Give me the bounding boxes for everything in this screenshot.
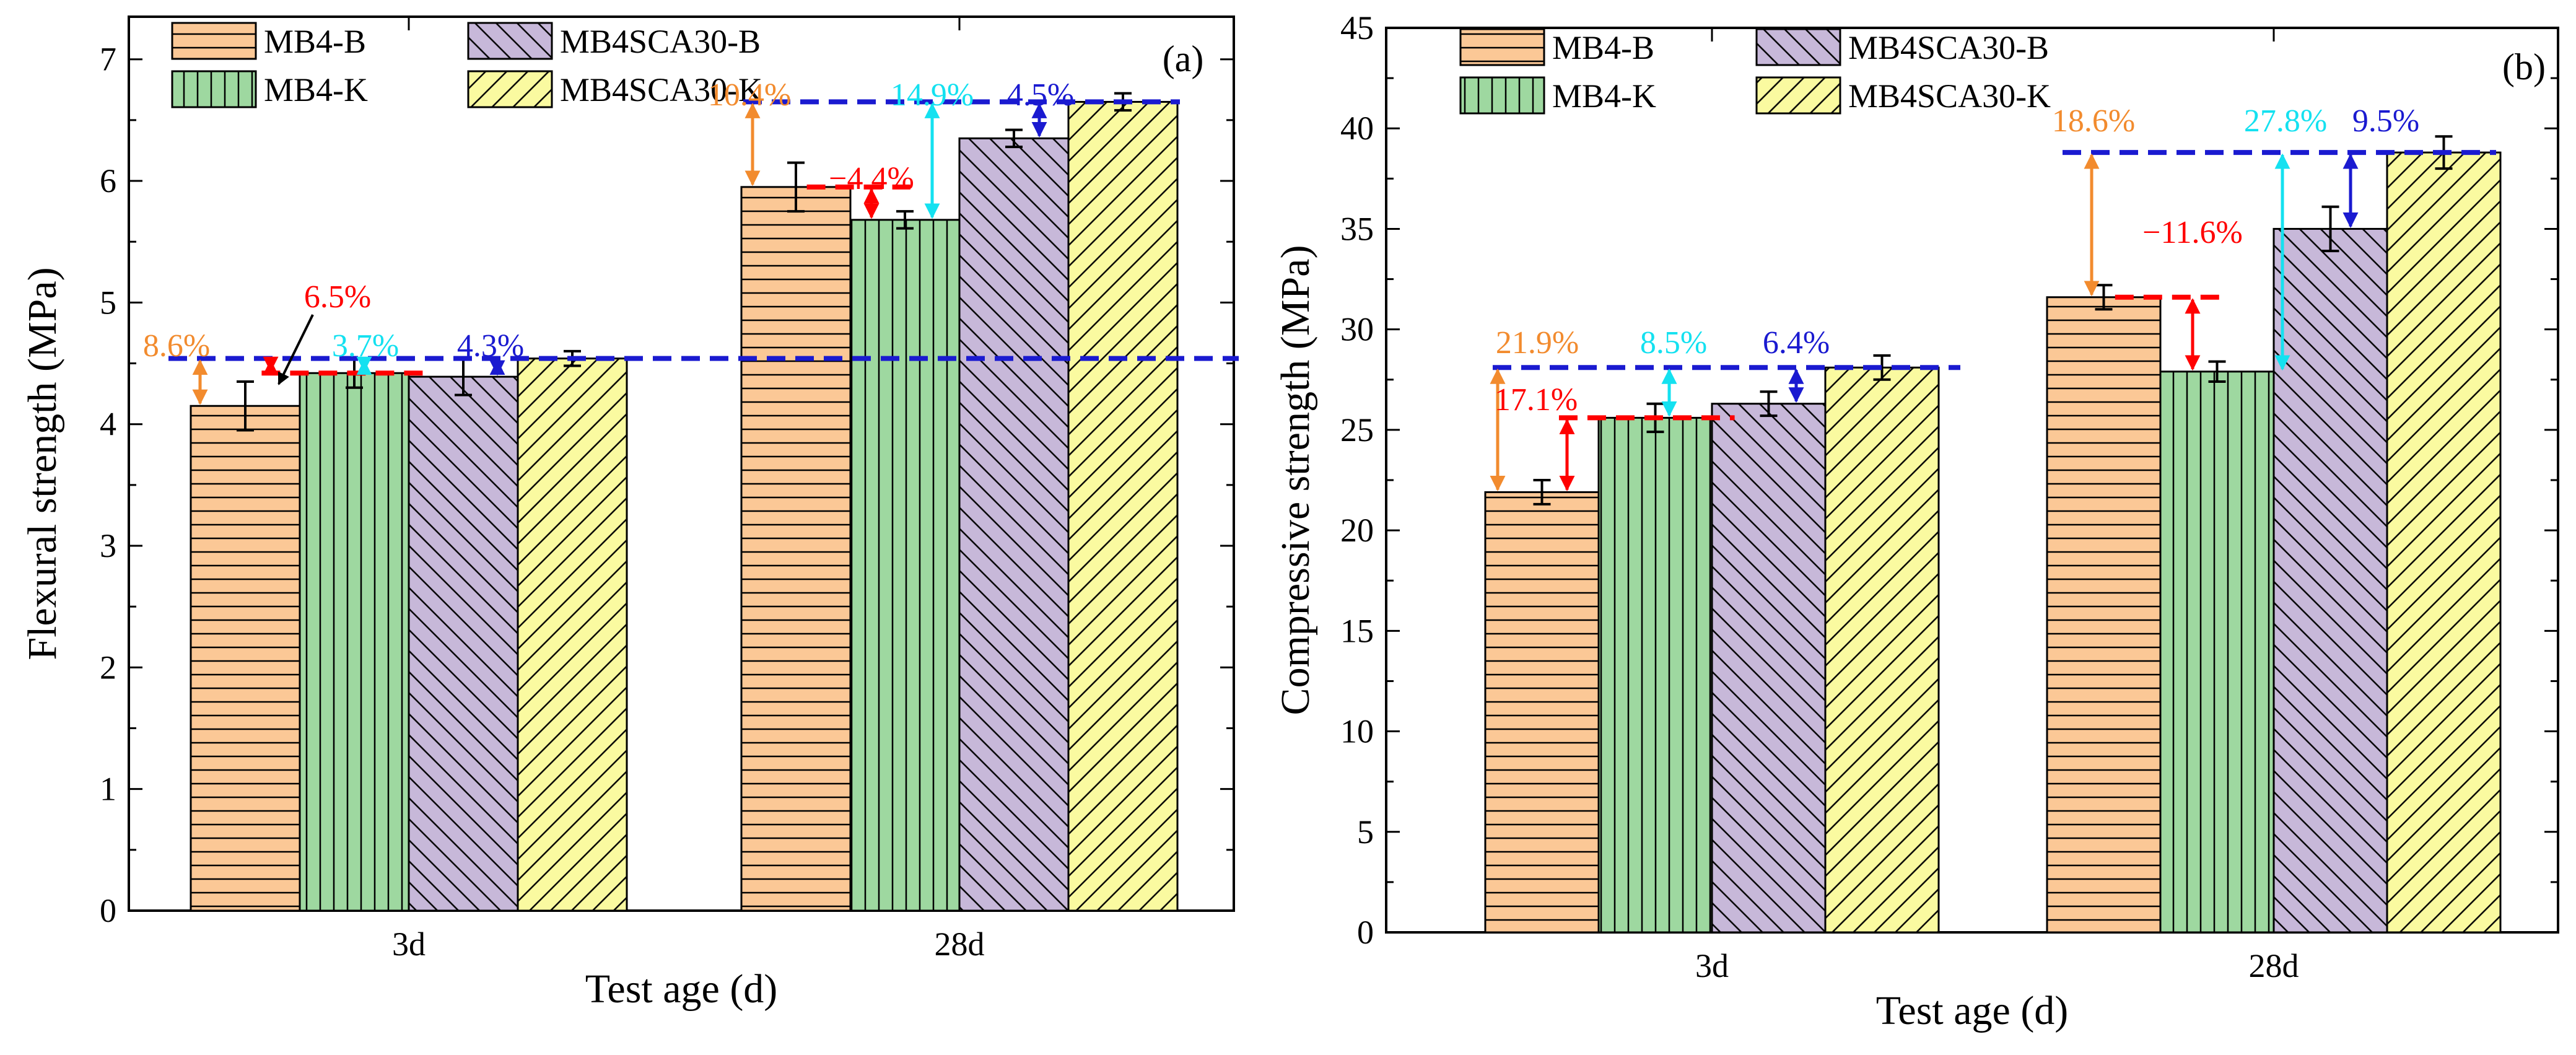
legend-swatch (467, 22, 553, 60)
legend-swatch (1755, 28, 1841, 66)
legend: MB4-B MB4SCA30-B MB4-K MB4SCA30-K (1459, 28, 2051, 115)
bar (849, 219, 961, 912)
change-label: 27.8% (2244, 103, 2327, 139)
y-tick-label: 25 (1340, 411, 1374, 449)
legend-label: MB4-B (1552, 29, 1654, 66)
change-label: 14.9% (891, 77, 974, 113)
leader-arrow (277, 314, 314, 385)
x-tick-label: 28d (2249, 947, 2299, 984)
y-tick-label: 3 (100, 527, 116, 564)
legend-label: MB4-K (1552, 77, 1656, 115)
bar (1067, 100, 1179, 912)
bar (1597, 416, 1713, 934)
legend-swatch (1755, 76, 1841, 115)
legend-label: MB4SCA30-K (560, 71, 762, 108)
y-tick-label: 1 (100, 771, 116, 808)
y-tick-label: 5 (100, 284, 116, 321)
bar (2159, 370, 2275, 934)
change-label: 10.4% (708, 77, 791, 113)
y-tick-label: 15 (1340, 612, 1374, 649)
change-label: −4.4% (829, 161, 914, 196)
legend-swatch (467, 70, 553, 108)
chart-panel-a: 0 1 2 3 4 5 6 7 Flexural strength (MPa) 3d 28d Test… (20, 15, 1239, 1012)
change-label: 4.3% (457, 328, 524, 364)
y-tick-label: 7 (100, 41, 116, 78)
bar (1711, 403, 1827, 934)
change-label: 3.7% (332, 328, 399, 364)
legend-label: MB4SCA30-K (1848, 77, 2051, 115)
y-tick-label: 5 (1357, 813, 1374, 851)
change-label: 6.5% (304, 279, 371, 315)
legend-swatch (171, 70, 257, 108)
y-axis-label: Compressive strength (MPa) (1273, 245, 1318, 716)
legend: MB4-B MB4SCA30-B MB4-K MB4SCA30-K (171, 22, 762, 108)
x-axis-label: Test age (d) (585, 966, 778, 1012)
chart-panel-b: 0 5 10 15 20 25 30 35 40 45 Compressive strength (… (1273, 9, 2559, 1033)
bar (190, 405, 301, 912)
x-axis-label: Test age (d) (1876, 988, 2069, 1033)
y-tick-label: 0 (1357, 914, 1374, 951)
change-label: 8.5% (1640, 325, 1707, 361)
panel-label: (a) (1163, 38, 1204, 79)
y-tick-label: 40 (1340, 110, 1374, 147)
x-tick-label: 3d (1695, 947, 1729, 984)
legend-swatch (1459, 28, 1545, 66)
change-label: 9.5% (2352, 103, 2419, 139)
x-tick-label: 28d (935, 926, 985, 963)
bar (1484, 491, 1600, 934)
plot-frame (128, 15, 1235, 912)
change-label: 18.6% (2052, 103, 2135, 139)
bar (1824, 366, 1940, 934)
legend-label: MB4-K (264, 71, 368, 108)
bar (517, 357, 628, 912)
y-axis-label: Flexural strength (MPa) (20, 267, 65, 660)
y-tick-label: 6 (100, 162, 116, 199)
y-tick-label: 30 (1340, 311, 1374, 348)
x-tick-label: 3d (392, 926, 426, 963)
bar (2386, 151, 2502, 934)
y-tick-label: 10 (1340, 713, 1374, 750)
bar (408, 375, 519, 912)
y-tick-label: 35 (1340, 210, 1374, 247)
y-tick-label: 0 (100, 892, 116, 929)
bar (299, 372, 410, 912)
change-label: 17.1% (1495, 382, 1578, 418)
legend-label: MB4-B (264, 23, 366, 60)
bar (2273, 227, 2388, 934)
change-label: −11.6% (2142, 215, 2243, 250)
y-tick-label: 2 (100, 649, 116, 686)
change-label: 4.5% (1007, 77, 1074, 113)
panel-label: (b) (2502, 46, 2546, 87)
bar (2046, 296, 2162, 934)
change-label: 8.6% (143, 328, 210, 364)
y-tick-label: 20 (1340, 512, 1374, 549)
legend-label: MB4SCA30-B (560, 23, 761, 60)
bar (740, 186, 852, 912)
legend-swatch (1459, 76, 1545, 115)
legend-swatch (171, 22, 257, 60)
bar (958, 137, 1070, 912)
change-label: 21.9% (1496, 325, 1579, 361)
y-tick-label: 45 (1340, 9, 1374, 46)
legend-label: MB4SCA30-B (1848, 29, 2049, 66)
y-tick-label: 4 (100, 406, 116, 443)
change-label: 6.4% (1763, 325, 1830, 361)
